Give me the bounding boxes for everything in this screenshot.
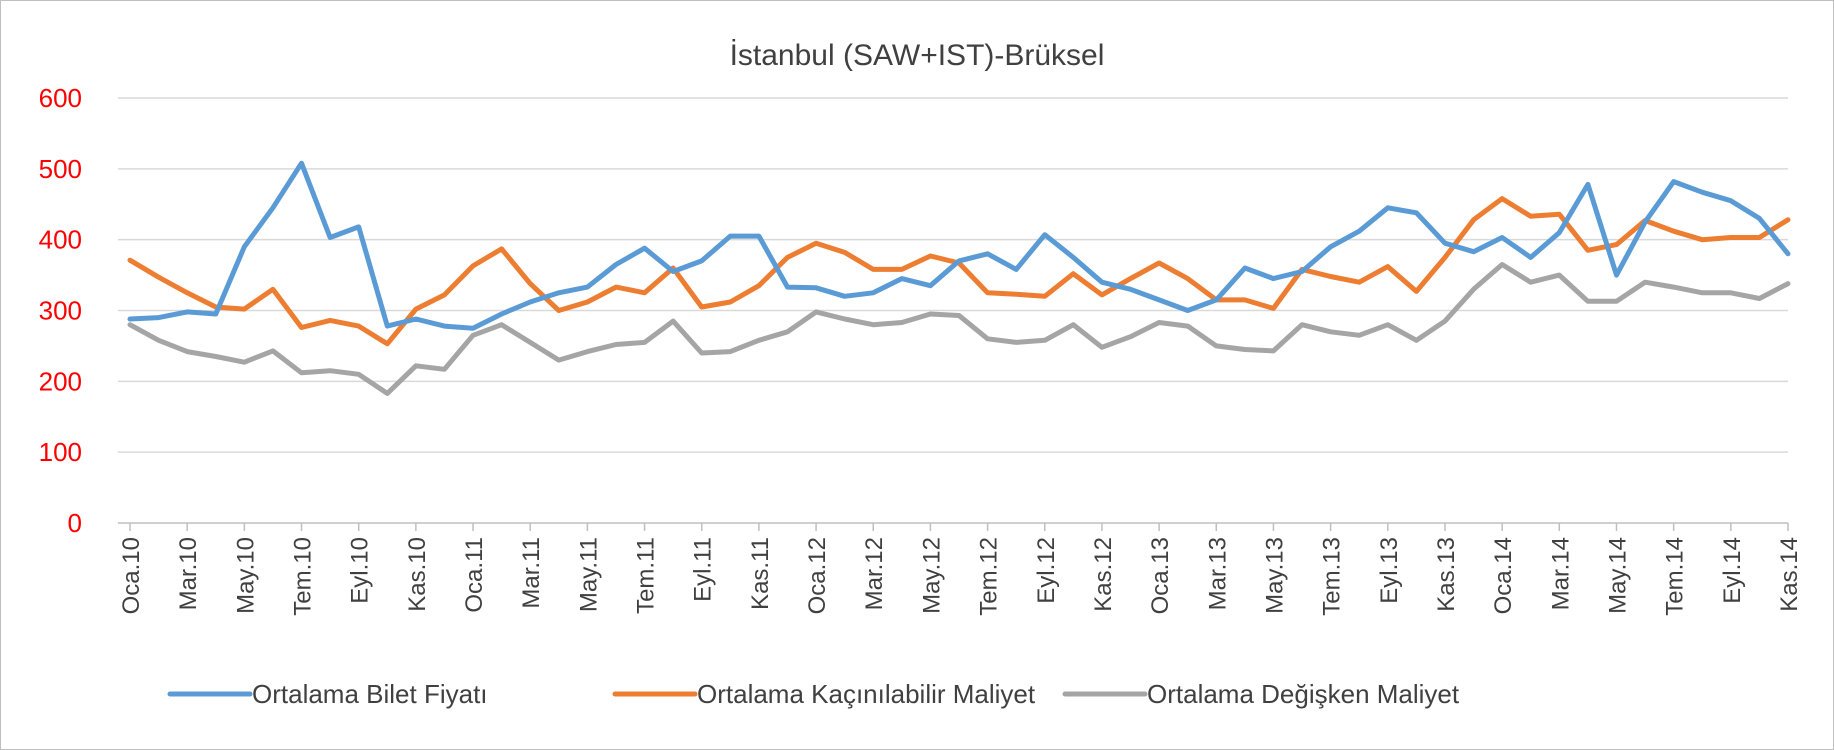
y-tick-label: 400	[39, 225, 82, 255]
x-tick-label: Kas.10	[404, 537, 431, 612]
y-tick-label: 0	[68, 508, 82, 538]
x-tick-label: May.13	[1261, 537, 1288, 614]
x-tick-label: Tem.10	[290, 537, 317, 616]
series-line-1	[127, 160, 1791, 331]
x-tick-label: Mar.13	[1204, 537, 1231, 610]
x-tick-label: Oca.14	[1490, 537, 1517, 614]
series-line-2	[127, 196, 1791, 347]
x-tick-label: May.11	[575, 537, 602, 612]
x-tick-label: Tem.13	[1319, 537, 1346, 616]
x-tick-label: Oca.13	[1147, 537, 1174, 614]
series-lines	[127, 160, 1791, 396]
y-tick-label: 500	[39, 154, 82, 184]
y-axis-ticks: 0 100 200 300 400 500 600	[39, 83, 82, 538]
x-tick-label: Tem.14	[1662, 537, 1689, 616]
x-tick-label: May.12	[918, 537, 945, 614]
x-tick-label: Oca.11	[461, 537, 488, 613]
x-tick-label: Kas.12	[1090, 537, 1117, 612]
x-tick-label: Kas.11	[747, 537, 774, 610]
x-tick-label: Eyl.10	[347, 537, 374, 604]
legend-label-2: Ortalama Kaçınılabilir Maliyet	[697, 679, 1036, 709]
x-tick-label: May.14	[1604, 537, 1631, 614]
legend: Ortalama Bilet Fiyatı Ortalama Kaçınılabi…	[167, 679, 1460, 709]
x-tick-label: Mar.12	[861, 537, 888, 610]
y-tick-label: 600	[39, 83, 82, 113]
y-tick-label: 100	[39, 437, 82, 467]
x-tick-label: Tem.11	[633, 537, 660, 614]
x-tick-label: Oca.12	[804, 537, 831, 614]
x-tick-label: Eyl.14	[1719, 537, 1746, 604]
y-tick-label: 300	[39, 296, 82, 326]
legend-label-1: Ortalama Bilet Fiyatı	[252, 679, 488, 709]
x-tick-label: Oca.10	[118, 537, 145, 614]
x-tick-label: Eyl.11	[690, 537, 717, 602]
gridlines	[118, 97, 1789, 531]
x-tick-label: Tem.12	[976, 537, 1003, 616]
x-tick-label: Mar.11	[518, 537, 545, 609]
x-tick-label: Eyl.13	[1376, 537, 1403, 604]
x-tick-label: Kas.14	[1776, 537, 1803, 612]
x-tick-label: Mar.14	[1547, 537, 1574, 610]
x-tick-label: May.10	[232, 537, 259, 614]
y-tick-label: 200	[39, 366, 82, 396]
chart-title: İstanbul (SAW+IST)-Brüksel	[730, 39, 1105, 72]
x-tick-label: Eyl.12	[1033, 537, 1060, 604]
x-tick-label: Kas.13	[1433, 537, 1460, 612]
x-tick-label: Mar.10	[175, 537, 202, 610]
series-line-3	[127, 262, 1791, 396]
legend-label-3: Ortalama Değişken Maliyet	[1147, 679, 1460, 709]
x-axis-ticks: Oca.10 Mar.10 May.10 Tem.10 Eyl.10 Kas.10 Oca.…	[118, 537, 1803, 616]
